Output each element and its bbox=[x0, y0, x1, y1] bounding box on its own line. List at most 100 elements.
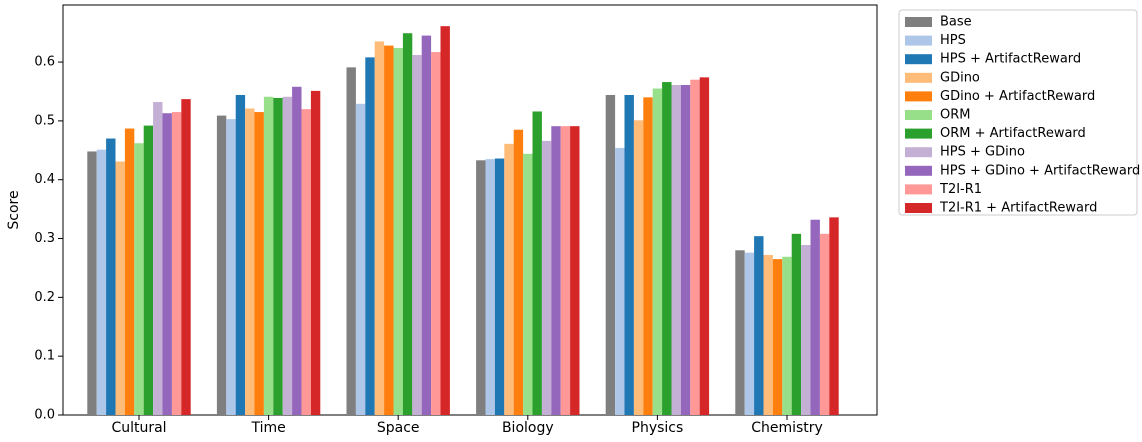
legend-label: HPS bbox=[940, 33, 966, 48]
x-tick-label: Chemistry bbox=[751, 420, 823, 436]
legend-swatch bbox=[905, 17, 932, 27]
bar bbox=[310, 90, 321, 415]
legend-label: Base bbox=[940, 15, 972, 30]
bar bbox=[96, 149, 107, 416]
bar bbox=[412, 55, 422, 415]
bar bbox=[226, 119, 236, 415]
bar bbox=[541, 140, 552, 415]
bar bbox=[633, 120, 644, 415]
bar bbox=[171, 112, 182, 415]
bar bbox=[744, 252, 755, 415]
bar bbox=[106, 138, 116, 415]
bar bbox=[384, 45, 394, 416]
bar bbox=[374, 41, 385, 416]
bar bbox=[532, 111, 542, 416]
bar bbox=[402, 33, 413, 416]
legend-label: HPS + ArtifactReward bbox=[940, 52, 1081, 67]
legend-swatch bbox=[905, 184, 932, 195]
bar bbox=[605, 95, 616, 415]
x-tick-label: Time bbox=[250, 420, 285, 436]
bar bbox=[662, 82, 672, 415]
y-tick-label: 0.1 bbox=[34, 349, 55, 364]
bar bbox=[421, 35, 432, 416]
bar bbox=[485, 159, 495, 415]
bar bbox=[782, 256, 792, 415]
bar bbox=[365, 57, 375, 416]
legend-label: T2I-R1 + ArtifactReward bbox=[939, 201, 1097, 216]
bar bbox=[355, 103, 366, 415]
bar bbox=[810, 219, 820, 415]
bar bbox=[143, 125, 154, 416]
bar bbox=[282, 96, 293, 415]
legend-label: ORM bbox=[940, 108, 970, 123]
bar bbox=[393, 47, 403, 416]
bar bbox=[162, 113, 172, 415]
bar bbox=[735, 250, 745, 415]
legend-label: ORM + ArtifactReward bbox=[940, 126, 1086, 141]
bar bbox=[494, 158, 505, 415]
bar bbox=[652, 88, 663, 415]
bar bbox=[115, 161, 125, 415]
bar bbox=[273, 97, 283, 416]
x-tick-label: Space bbox=[377, 420, 420, 436]
bar bbox=[690, 79, 700, 416]
bar bbox=[523, 153, 533, 415]
legend-swatch bbox=[905, 72, 932, 83]
bar bbox=[699, 77, 710, 416]
legend-swatch bbox=[905, 54, 932, 65]
bar bbox=[615, 147, 625, 416]
bar bbox=[513, 129, 524, 416]
legend-swatch bbox=[905, 110, 932, 120]
bar bbox=[772, 259, 783, 415]
x-tick-label: Physics bbox=[632, 420, 684, 436]
bar bbox=[235, 95, 246, 415]
y-axis-label: Score bbox=[6, 190, 22, 229]
plot-frame bbox=[62, 4, 878, 416]
y-tick-label: 0.0 bbox=[34, 408, 55, 423]
y-tick-label: 0.3 bbox=[34, 231, 55, 246]
bar bbox=[440, 26, 450, 415]
legend-swatch bbox=[905, 91, 932, 102]
bar bbox=[181, 99, 191, 415]
bar bbox=[829, 217, 839, 415]
bar bbox=[801, 245, 811, 415]
bar bbox=[680, 85, 691, 415]
bar bbox=[791, 233, 802, 415]
legend-label: T2I-R1 bbox=[939, 182, 982, 197]
x-tick-label: Biology bbox=[502, 420, 554, 436]
legend-swatch bbox=[905, 35, 932, 46]
legend-label: HPS + GDino bbox=[940, 145, 1025, 160]
bar bbox=[671, 85, 681, 415]
bar bbox=[292, 86, 302, 415]
bar bbox=[819, 233, 830, 415]
y-tick-label: 0.6 bbox=[34, 55, 55, 70]
bar bbox=[245, 108, 255, 415]
y-tick-label: 0.5 bbox=[34, 113, 55, 128]
bar bbox=[254, 112, 264, 415]
bar bbox=[124, 128, 135, 415]
bar bbox=[476, 160, 486, 415]
bar bbox=[301, 109, 311, 415]
legend-swatch bbox=[905, 147, 932, 158]
bar bbox=[763, 255, 773, 415]
bar bbox=[754, 236, 764, 415]
bar bbox=[263, 96, 274, 415]
legend-label: GDino + ArtifactReward bbox=[940, 89, 1095, 104]
bar bbox=[431, 52, 441, 415]
y-tick-label: 0.4 bbox=[34, 172, 55, 187]
legend-swatch bbox=[905, 165, 932, 176]
legend-label: HPS + GDino + ArtifactReward bbox=[940, 163, 1140, 178]
x-tick-label: Cultural bbox=[111, 420, 166, 436]
legend-swatch bbox=[905, 128, 932, 139]
bar bbox=[570, 126, 580, 416]
bar bbox=[346, 67, 356, 416]
bar bbox=[560, 126, 571, 416]
bar bbox=[87, 151, 97, 415]
y-tick-label: 0.2 bbox=[34, 290, 55, 305]
legend-box bbox=[898, 9, 1138, 216]
bar bbox=[153, 102, 163, 415]
bar bbox=[134, 143, 144, 415]
bar bbox=[551, 126, 561, 416]
